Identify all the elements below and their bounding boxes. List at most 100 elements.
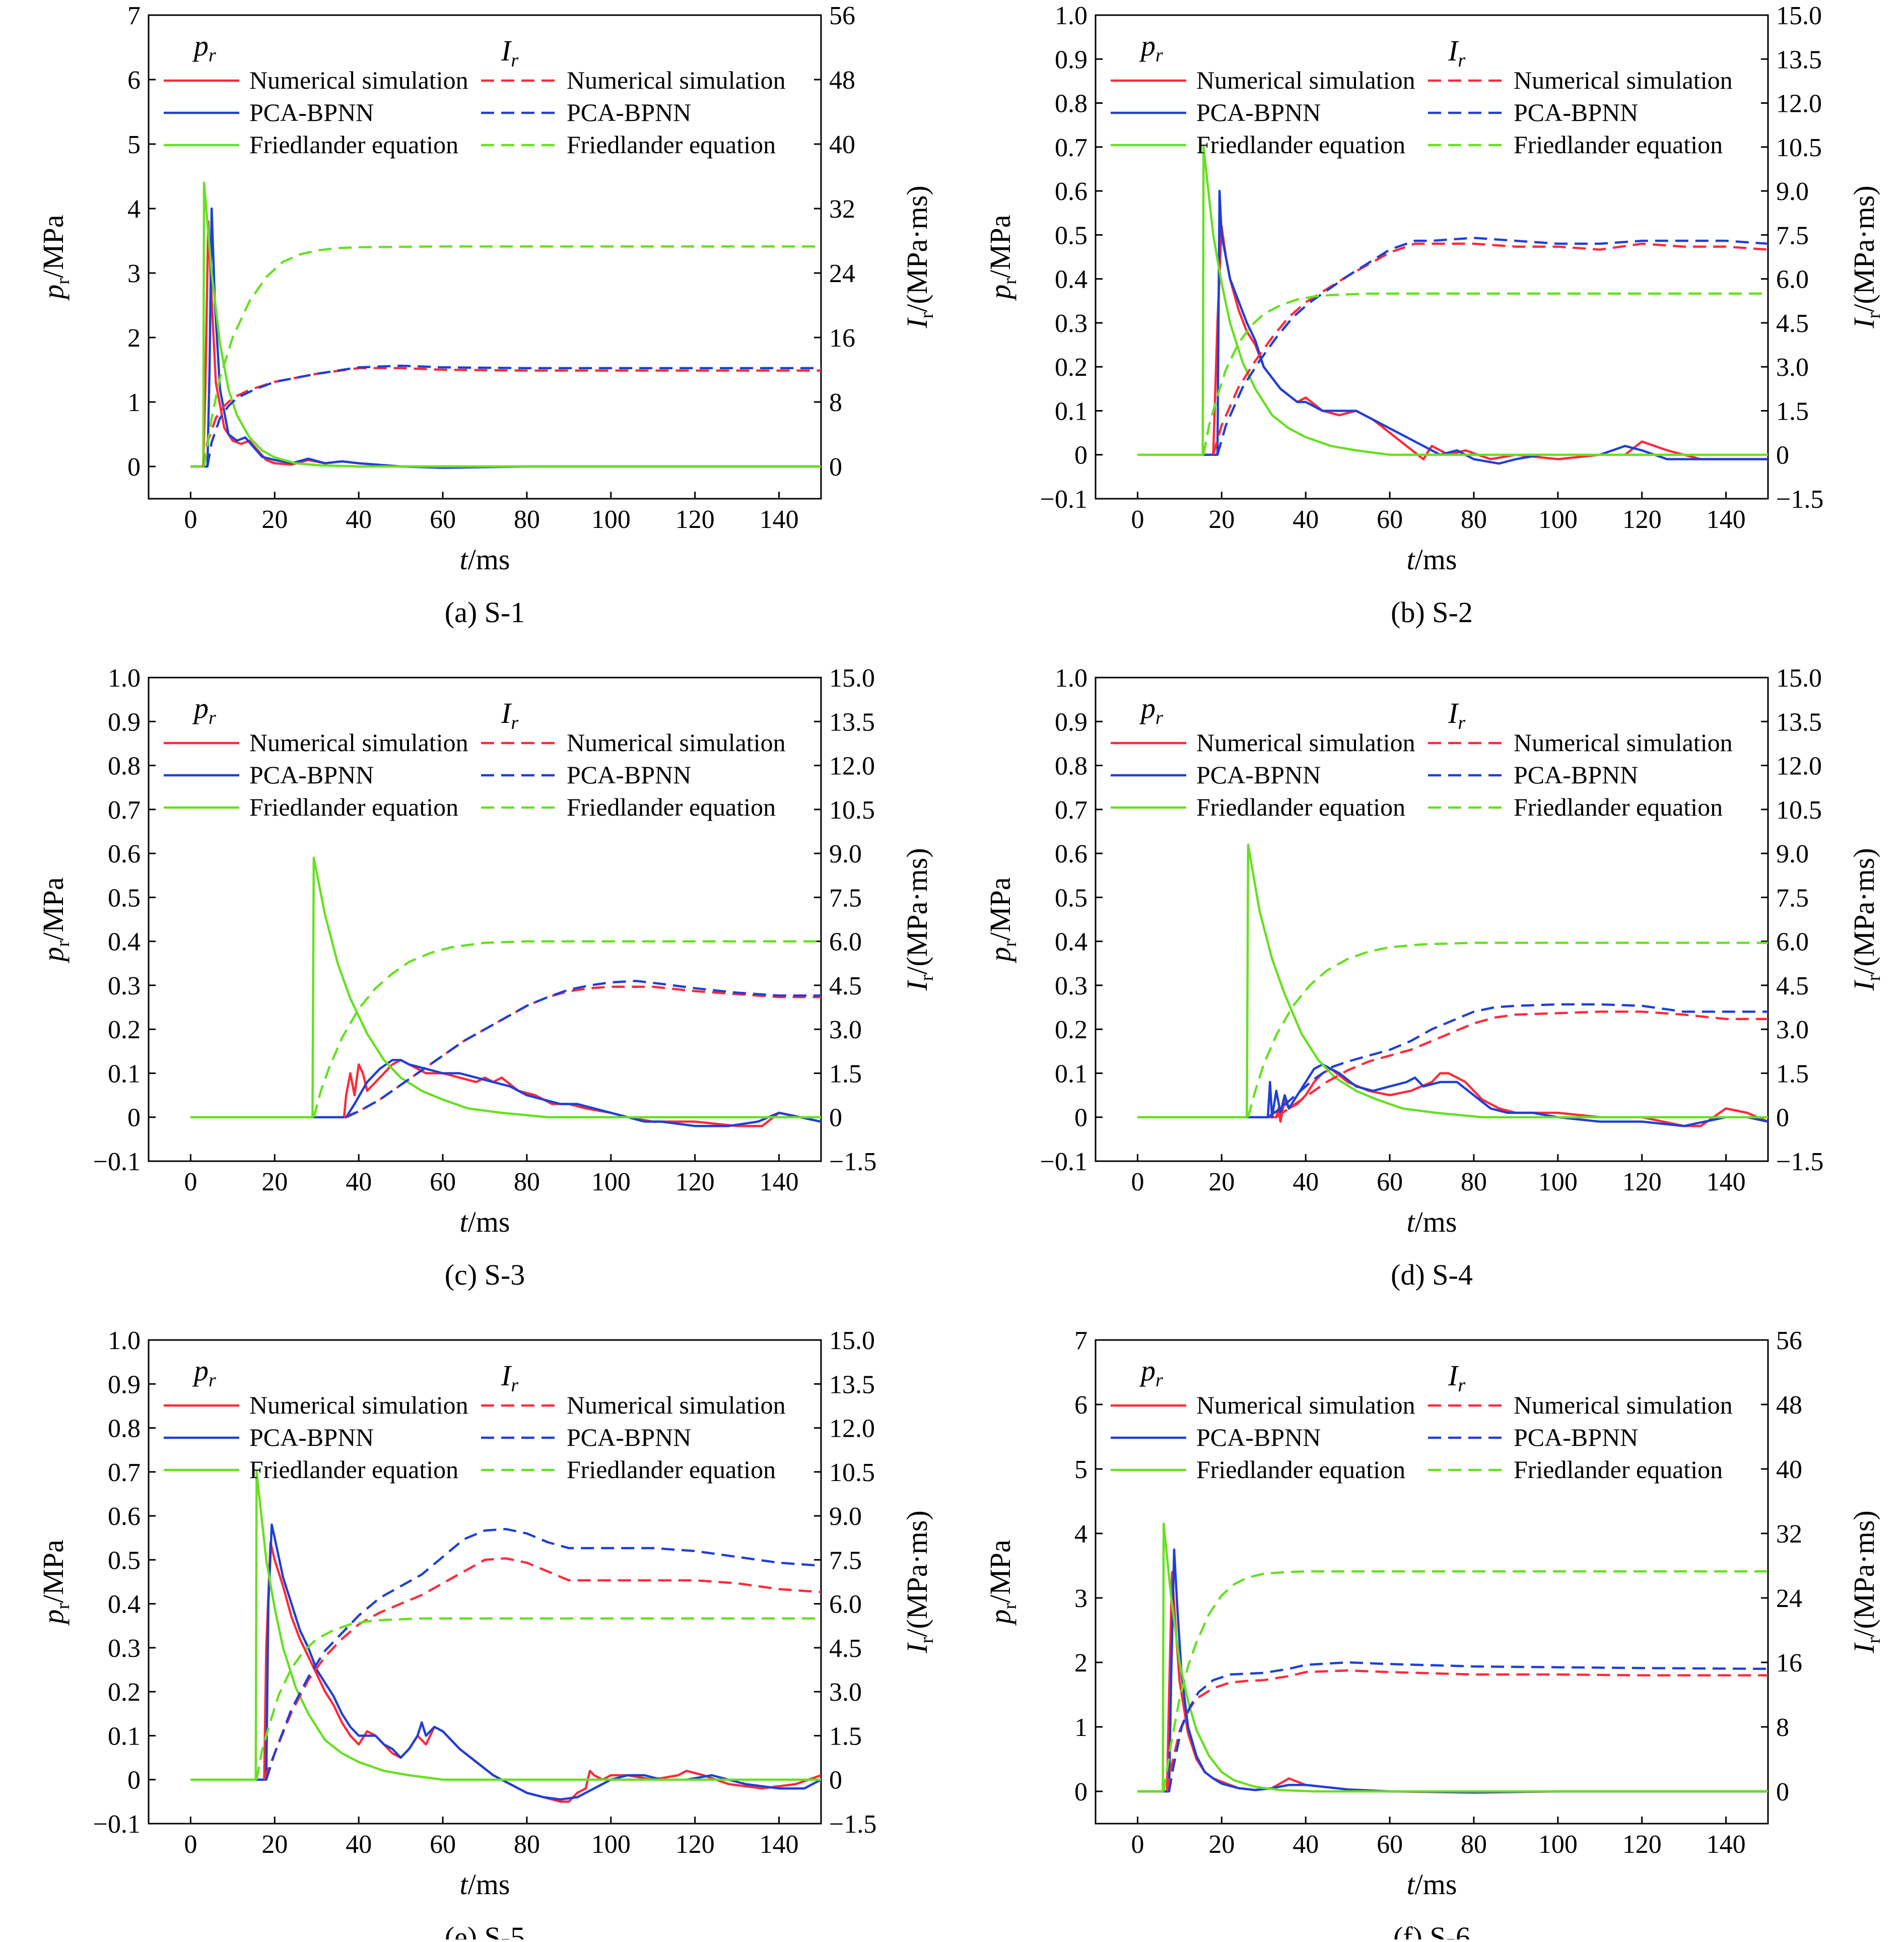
legend: pr Ir Numerical simulation Numerical simula… xyxy=(1111,1354,1733,1484)
y-right-tick-label: −1.5 xyxy=(829,1810,876,1839)
legend-header-i: Ir xyxy=(1448,697,1465,733)
y-left-tick-label: 0.9 xyxy=(1055,45,1087,74)
x-tick-label: 20 xyxy=(1208,1168,1235,1196)
legend-label-i: Numerical simulation xyxy=(1514,1391,1733,1419)
y-right-tick-label: 10.5 xyxy=(1776,796,1822,825)
y-left-tick-label: 0.7 xyxy=(1055,796,1087,825)
legend: pr Ir Numerical simulation Numerical simula… xyxy=(1111,29,1733,159)
series-line-numerical-right xyxy=(202,367,821,467)
x-tick-label: 60 xyxy=(1377,1830,1403,1859)
legend-header-i: Ir xyxy=(1448,1359,1465,1396)
series-group xyxy=(190,1470,821,1803)
legend-label-i: Friedlander equation xyxy=(567,793,776,821)
x-tick-label: 0 xyxy=(184,505,197,534)
y-left-tick-label: 0 xyxy=(127,453,141,482)
y-right-tick-label: 1.5 xyxy=(829,1059,862,1088)
legend-header-i: Ir xyxy=(501,697,518,733)
y-right-tick-label: 13.5 xyxy=(829,708,875,736)
y-right-tick-label: 9.0 xyxy=(1776,177,1809,206)
series-line-pca-left xyxy=(1137,1548,1768,1793)
y-right-tick-label: 13.5 xyxy=(829,1370,875,1399)
y-right-tick-label: 3.0 xyxy=(1776,1016,1809,1044)
plot-frame xyxy=(148,677,822,1162)
panel-caption: (e) S-5 xyxy=(445,1921,525,1939)
y-left-tick-label: 7 xyxy=(1074,1326,1087,1355)
series-line-numerical-right xyxy=(263,1557,821,1780)
y-right-tick-label: 4.5 xyxy=(1776,972,1809,1000)
legend-label-p: Friedlander equation xyxy=(1196,793,1405,821)
y-left-tick-label: 0 xyxy=(1074,1104,1087,1132)
x-axis-title: t/ms xyxy=(460,1868,510,1901)
series-line-pca-left xyxy=(190,1523,821,1801)
y-left-tick-label: 0.2 xyxy=(108,1678,141,1707)
y-left-tick-label: 1.0 xyxy=(108,664,141,693)
series-line-friedlander-left xyxy=(190,181,821,468)
y-left-tick-label: 4 xyxy=(1074,1520,1087,1549)
legend-label-p: Numerical simulation xyxy=(1196,1391,1415,1419)
x-tick-label: 120 xyxy=(675,505,715,534)
legend-label-i: Numerical simulation xyxy=(1514,728,1733,757)
y-right-tick-label: 9.0 xyxy=(829,840,862,868)
x-tick-label: 120 xyxy=(1622,505,1662,534)
legend-label-i: Numerical simulation xyxy=(567,728,786,757)
series-line-friedlander-right xyxy=(312,940,821,1118)
y-left-tick-label: 0.8 xyxy=(1055,752,1087,781)
y-left-tick-label: 0.9 xyxy=(108,708,141,736)
legend-header-p: pr xyxy=(1139,29,1163,66)
x-tick-label: 40 xyxy=(1293,1168,1319,1196)
x-tick-label: 60 xyxy=(430,1830,456,1859)
series-group xyxy=(1137,843,1768,1127)
y-left-tick-label: 0 xyxy=(1074,1778,1087,1806)
legend: pr Ir Numerical simulation Numerical simula… xyxy=(164,1354,786,1484)
y-right-tick-label: 16 xyxy=(1776,1649,1802,1678)
y-right-tick-label: 3.0 xyxy=(829,1016,862,1044)
legend-label-p: Numerical simulation xyxy=(249,66,468,94)
x-tick-label: 100 xyxy=(591,1168,631,1196)
legend-label-i: Numerical simulation xyxy=(1514,66,1733,94)
x-tick-label: 60 xyxy=(1377,1168,1403,1196)
series-line-pca-right xyxy=(1216,236,1768,455)
legend-label-p: PCA-BPNN xyxy=(1196,761,1321,789)
x-tick-label: 100 xyxy=(591,505,631,534)
series-line-pca-right xyxy=(206,364,821,467)
y-left-tick-label: 0 xyxy=(1074,441,1087,470)
series-line-friedlander-left xyxy=(190,856,821,1118)
plot-frame xyxy=(1095,677,1769,1162)
series-group xyxy=(190,856,821,1127)
panel-caption: (c) S-3 xyxy=(445,1258,525,1291)
y-left-tick-label: 0 xyxy=(127,1766,141,1795)
series-line-pca-right xyxy=(1267,1003,1768,1118)
y-right-tick-label: 10.5 xyxy=(1776,133,1822,162)
y-right-axis-title: Ir/(MPa·ms) xyxy=(1848,185,1884,328)
y-left-tick-label: 0.1 xyxy=(1055,1059,1087,1088)
legend-label-i: PCA-BPNN xyxy=(567,1423,691,1451)
legend-label-p: Numerical simulation xyxy=(1196,728,1415,757)
y-left-tick-label: 0.1 xyxy=(1055,397,1087,426)
chart-panel-S-2: 0 20 40 60 80 100 120 140 −0.1 0 0.1 0.2 0.3 0.4 0.5 0.… xyxy=(984,2,1884,629)
panel-caption: (d) S-4 xyxy=(1391,1258,1473,1291)
legend-label-i: Numerical simulation xyxy=(567,1391,786,1419)
series-line-pca-right xyxy=(265,1528,821,1780)
series-line-friedlander-right xyxy=(202,245,821,467)
x-axis-title: t/ms xyxy=(460,543,510,576)
y-right-tick-label: 24 xyxy=(1776,1584,1802,1613)
legend-label-i: Friedlander equation xyxy=(1514,793,1723,821)
x-tick-label: 20 xyxy=(261,1168,288,1196)
panel-caption: (a) S-1 xyxy=(445,596,525,629)
x-tick-label: 60 xyxy=(430,505,456,534)
legend-label-p: PCA-BPNN xyxy=(249,761,374,789)
y-right-tick-label: −1.5 xyxy=(829,1148,876,1176)
x-tick-label: 40 xyxy=(1293,1830,1319,1859)
legend: pr Ir Numerical simulation Numerical simula… xyxy=(164,692,786,821)
legend-header-p: pr xyxy=(1139,1354,1163,1391)
y-right-axis-title: Ir/(MPa·ms) xyxy=(901,1510,937,1653)
y-right-tick-label: 32 xyxy=(829,195,855,224)
legend-label-p: Friedlander equation xyxy=(1196,130,1405,159)
y-left-axis-title: pr/MPa xyxy=(984,1539,1021,1626)
y-left-tick-label: 0.5 xyxy=(1055,884,1087,912)
y-left-axis-title: pr/MPa xyxy=(37,215,74,301)
plot-frame xyxy=(148,14,822,500)
y-right-tick-label: 6.0 xyxy=(829,928,862,957)
legend-label-i: Friedlander equation xyxy=(1514,130,1723,159)
legend-label-i: PCA-BPNN xyxy=(567,98,691,126)
